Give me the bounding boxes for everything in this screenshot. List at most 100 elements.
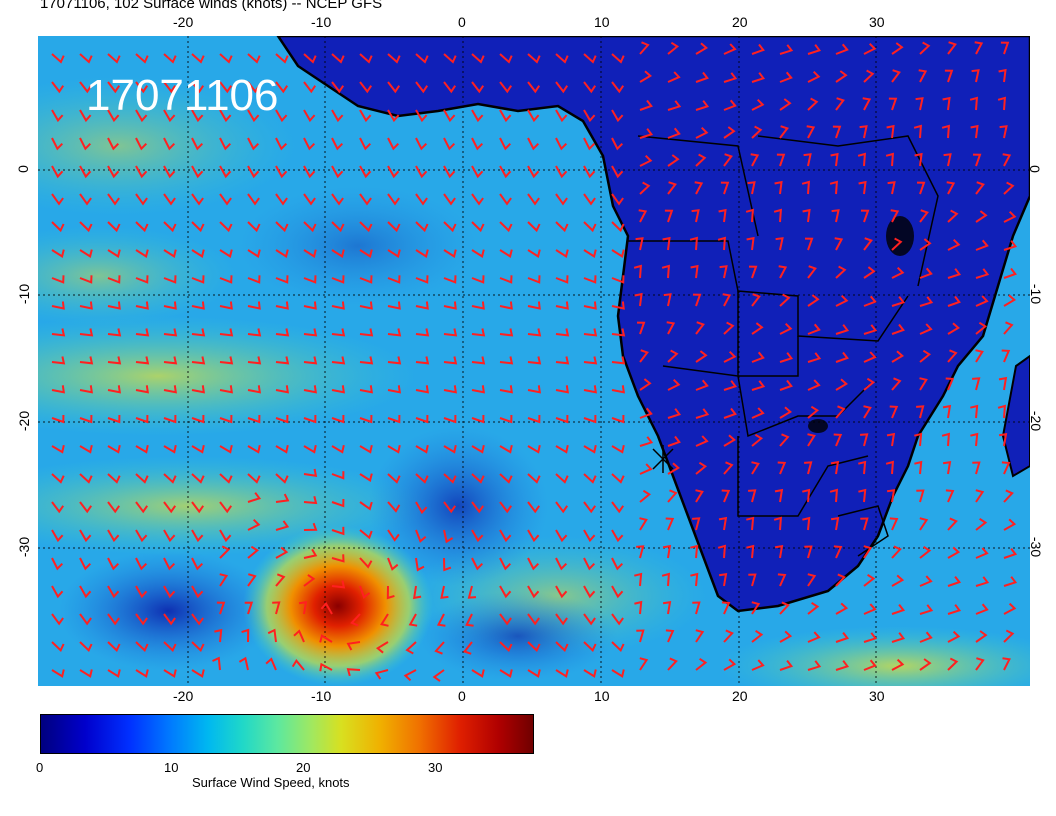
wind-barb	[135, 444, 149, 454]
wind-barb	[777, 573, 787, 587]
wind-barb	[970, 124, 979, 139]
wind-barb	[639, 181, 651, 195]
wind-barb	[723, 99, 737, 111]
wind-barb	[947, 575, 962, 587]
wind-barb	[499, 221, 513, 233]
wind-barb	[1003, 321, 1014, 335]
wind-barb	[499, 53, 513, 64]
wind-barb	[51, 585, 64, 599]
wind-barb	[443, 137, 456, 151]
wind-barb	[947, 209, 959, 223]
wind-barb	[695, 657, 708, 671]
wind-barb	[860, 517, 869, 531]
wind-barb	[415, 529, 427, 543]
wind-barb	[891, 658, 905, 671]
wind-barb	[667, 41, 680, 55]
lon-label-bottom: -10	[311, 688, 332, 704]
wind-barb	[611, 444, 625, 454]
wind-barb	[634, 572, 643, 587]
wind-barb	[555, 81, 569, 94]
wind-barb	[807, 323, 821, 335]
wind-barb	[303, 275, 317, 284]
wind-barb	[415, 328, 430, 337]
wind-barb	[636, 629, 645, 643]
wind-barb	[891, 296, 906, 307]
wind-barb	[891, 603, 906, 615]
wind-barb	[79, 557, 92, 571]
wind-barb	[723, 153, 733, 167]
wind-barb	[471, 385, 485, 394]
wind-barb	[667, 127, 681, 139]
wind-barb	[163, 356, 178, 365]
wind-barb	[359, 444, 373, 454]
lon-label-top: -20	[173, 14, 194, 30]
wind-barb	[359, 585, 371, 599]
wind-barb	[163, 444, 177, 454]
wind-barb	[942, 96, 951, 111]
wind-barb	[748, 573, 757, 587]
wind-barb	[583, 669, 597, 678]
wind-barb	[611, 613, 624, 626]
wind-barb	[331, 275, 345, 284]
wind-barb	[303, 385, 317, 394]
wind-barb	[885, 152, 895, 167]
wind-barb	[51, 165, 64, 179]
wind-barb	[499, 501, 513, 514]
wind-barb	[135, 585, 148, 599]
wind-barb	[51, 137, 64, 151]
wind-barb	[191, 501, 205, 514]
wind-barb	[135, 414, 149, 424]
wind-barb	[718, 572, 728, 587]
wind-barb	[247, 518, 261, 531]
wind-barb	[690, 544, 699, 559]
wind-barb	[947, 268, 962, 279]
wind-barb	[804, 545, 813, 559]
wind-barb	[79, 53, 93, 64]
wind-barb	[331, 328, 346, 337]
wind-barb	[79, 641, 93, 652]
lat-label-left: -20	[16, 410, 33, 432]
wind-barb	[191, 249, 205, 258]
wind-barb	[941, 124, 951, 139]
wind-barb	[79, 193, 92, 206]
wind-barb	[51, 221, 65, 233]
wind-barb	[527, 641, 541, 652]
wind-barb	[947, 295, 961, 307]
wind-barb	[914, 460, 923, 475]
wind-barb	[471, 301, 485, 310]
wind-barb	[859, 125, 868, 139]
wind-barb	[191, 444, 205, 454]
wind-barb	[807, 433, 816, 447]
wind-barb	[802, 488, 811, 503]
wind-barb	[718, 208, 727, 223]
wind-barb	[135, 249, 149, 258]
wind-barb	[107, 585, 120, 599]
wind-barb	[919, 545, 932, 559]
wind-barb	[858, 460, 867, 475]
lon-label-bottom: 20	[732, 688, 748, 704]
wind-barb	[387, 501, 401, 513]
wind-barb	[611, 641, 625, 652]
wind-barb	[499, 613, 512, 626]
wind-barb	[970, 404, 979, 419]
lon-label-bottom: -20	[173, 688, 194, 704]
wind-barb	[751, 125, 763, 139]
wind-barb	[975, 517, 988, 531]
wind-barb	[443, 557, 452, 572]
wind-barb	[919, 517, 929, 531]
wind-barb	[359, 81, 373, 94]
wind-barb	[303, 522, 318, 531]
wind-barb	[191, 109, 204, 123]
wind-barb	[639, 41, 650, 55]
wind-barb	[219, 275, 233, 284]
wind-barb	[779, 125, 789, 139]
wind-barb	[219, 414, 233, 424]
wind-barb	[801, 180, 811, 195]
wind-barb	[79, 529, 92, 543]
wind-barb	[527, 165, 540, 179]
wind-barb	[247, 444, 261, 454]
wind-barb	[408, 613, 418, 627]
wind-barb	[751, 629, 764, 643]
wind-barb	[191, 613, 204, 626]
wind-barb	[191, 137, 204, 151]
